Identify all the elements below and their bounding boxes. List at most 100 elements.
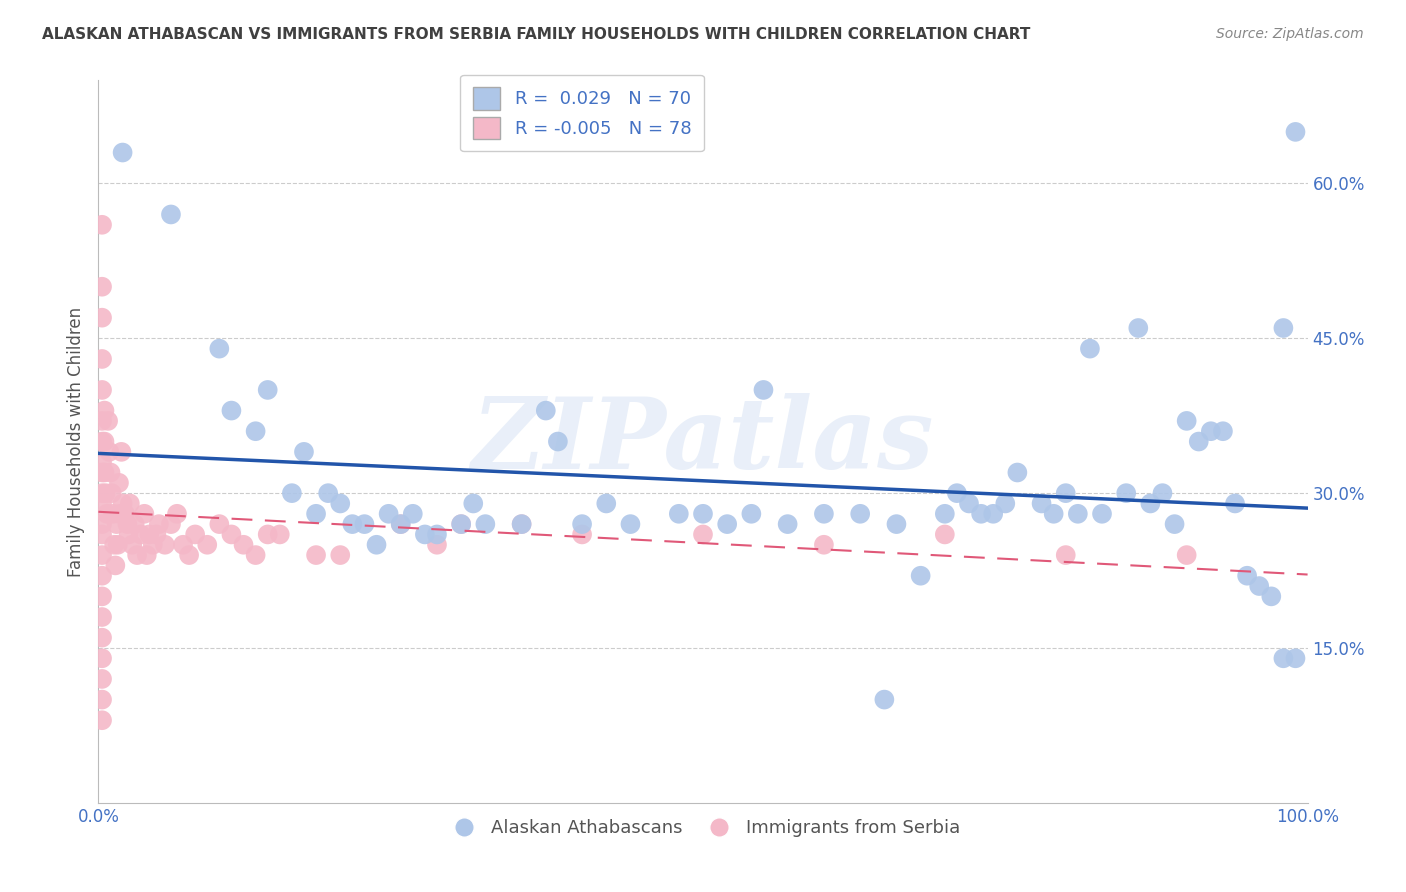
Y-axis label: Family Households with Children: Family Households with Children (66, 307, 84, 576)
Point (1115, 486, 1137, 500)
Point (138, 527, 160, 541)
Point (873, 692, 896, 706)
Point (1139, 496, 1161, 510)
Point (377, 507, 399, 521)
Point (450, 517, 472, 532)
Point (426, 527, 449, 541)
Point (510, 517, 533, 532)
Point (957, 496, 980, 510)
Point (329, 548, 352, 562)
Point (269, 527, 291, 541)
Point (1175, 414, 1198, 428)
Point (981, 507, 1004, 521)
Point (172, 538, 194, 552)
Point (208, 342, 231, 356)
Point (1284, 125, 1306, 139)
Point (413, 527, 436, 541)
Point (595, 496, 617, 510)
Point (776, 517, 799, 532)
Point (111, 496, 134, 510)
Point (98, 445, 121, 459)
Point (1188, 434, 1211, 449)
Point (118, 527, 141, 541)
Point (256, 527, 278, 541)
Point (740, 507, 762, 521)
Point (94, 486, 117, 500)
Point (1078, 342, 1101, 356)
Point (114, 507, 136, 521)
Point (934, 527, 956, 541)
Point (1223, 496, 1246, 510)
Point (571, 527, 593, 541)
Point (426, 538, 449, 552)
Point (91, 351, 114, 366)
Point (547, 434, 569, 449)
Text: ZIPatlas: ZIPatlas (472, 393, 934, 490)
Point (886, 517, 908, 532)
Point (91, 383, 114, 397)
Point (91, 548, 114, 562)
Point (1199, 424, 1222, 438)
Point (1249, 579, 1271, 593)
Point (160, 207, 183, 221)
Point (292, 445, 315, 459)
Point (91, 466, 114, 480)
Point (110, 445, 132, 459)
Point (752, 383, 775, 397)
Point (93, 466, 115, 480)
Point (108, 507, 131, 521)
Point (849, 507, 872, 521)
Text: Source: ZipAtlas.com: Source: ZipAtlas.com (1216, 27, 1364, 41)
Point (91, 692, 114, 706)
Point (91, 651, 114, 665)
Point (184, 527, 207, 541)
Point (91, 517, 114, 532)
Point (103, 538, 125, 552)
Point (127, 548, 149, 562)
Point (117, 517, 139, 532)
Point (1175, 548, 1198, 562)
Point (134, 507, 156, 521)
Point (994, 496, 1017, 510)
Point (91, 414, 114, 428)
Point (91, 713, 114, 727)
Point (281, 486, 304, 500)
Point (121, 538, 143, 552)
Point (946, 486, 969, 500)
Point (93, 434, 115, 449)
Point (1260, 590, 1282, 604)
Point (91, 568, 114, 582)
Point (1067, 507, 1090, 521)
Point (118, 496, 141, 510)
Point (1272, 651, 1295, 665)
Point (195, 538, 218, 552)
Point (1007, 466, 1029, 480)
Point (619, 517, 641, 532)
Point (1128, 321, 1150, 335)
Text: ALASKAN ATHABASCAN VS IMMIGRANTS FROM SERBIA FAMILY HOUSEHOLDS WITH CHILDREN COR: ALASKAN ATHABASCAN VS IMMIGRANTS FROM SE… (42, 27, 1031, 42)
Point (329, 496, 352, 510)
Point (153, 538, 176, 552)
Legend: Alaskan Athabascans, Immigrants from Serbia: Alaskan Athabascans, Immigrants from Ser… (439, 812, 967, 845)
Point (91, 455, 114, 469)
Point (910, 568, 932, 582)
Point (91, 610, 114, 624)
Point (91, 527, 114, 541)
Point (160, 517, 183, 532)
Point (1163, 517, 1185, 532)
Point (232, 538, 254, 552)
Point (1152, 486, 1174, 500)
Point (221, 403, 243, 417)
Point (142, 538, 165, 552)
Point (96, 507, 118, 521)
Point (111, 145, 134, 160)
Point (402, 507, 425, 521)
Point (510, 517, 533, 532)
Point (91, 590, 114, 604)
Point (692, 507, 714, 521)
Point (970, 507, 993, 521)
Point (91, 486, 114, 500)
Point (148, 517, 170, 532)
Point (353, 517, 375, 532)
Point (91, 279, 114, 293)
